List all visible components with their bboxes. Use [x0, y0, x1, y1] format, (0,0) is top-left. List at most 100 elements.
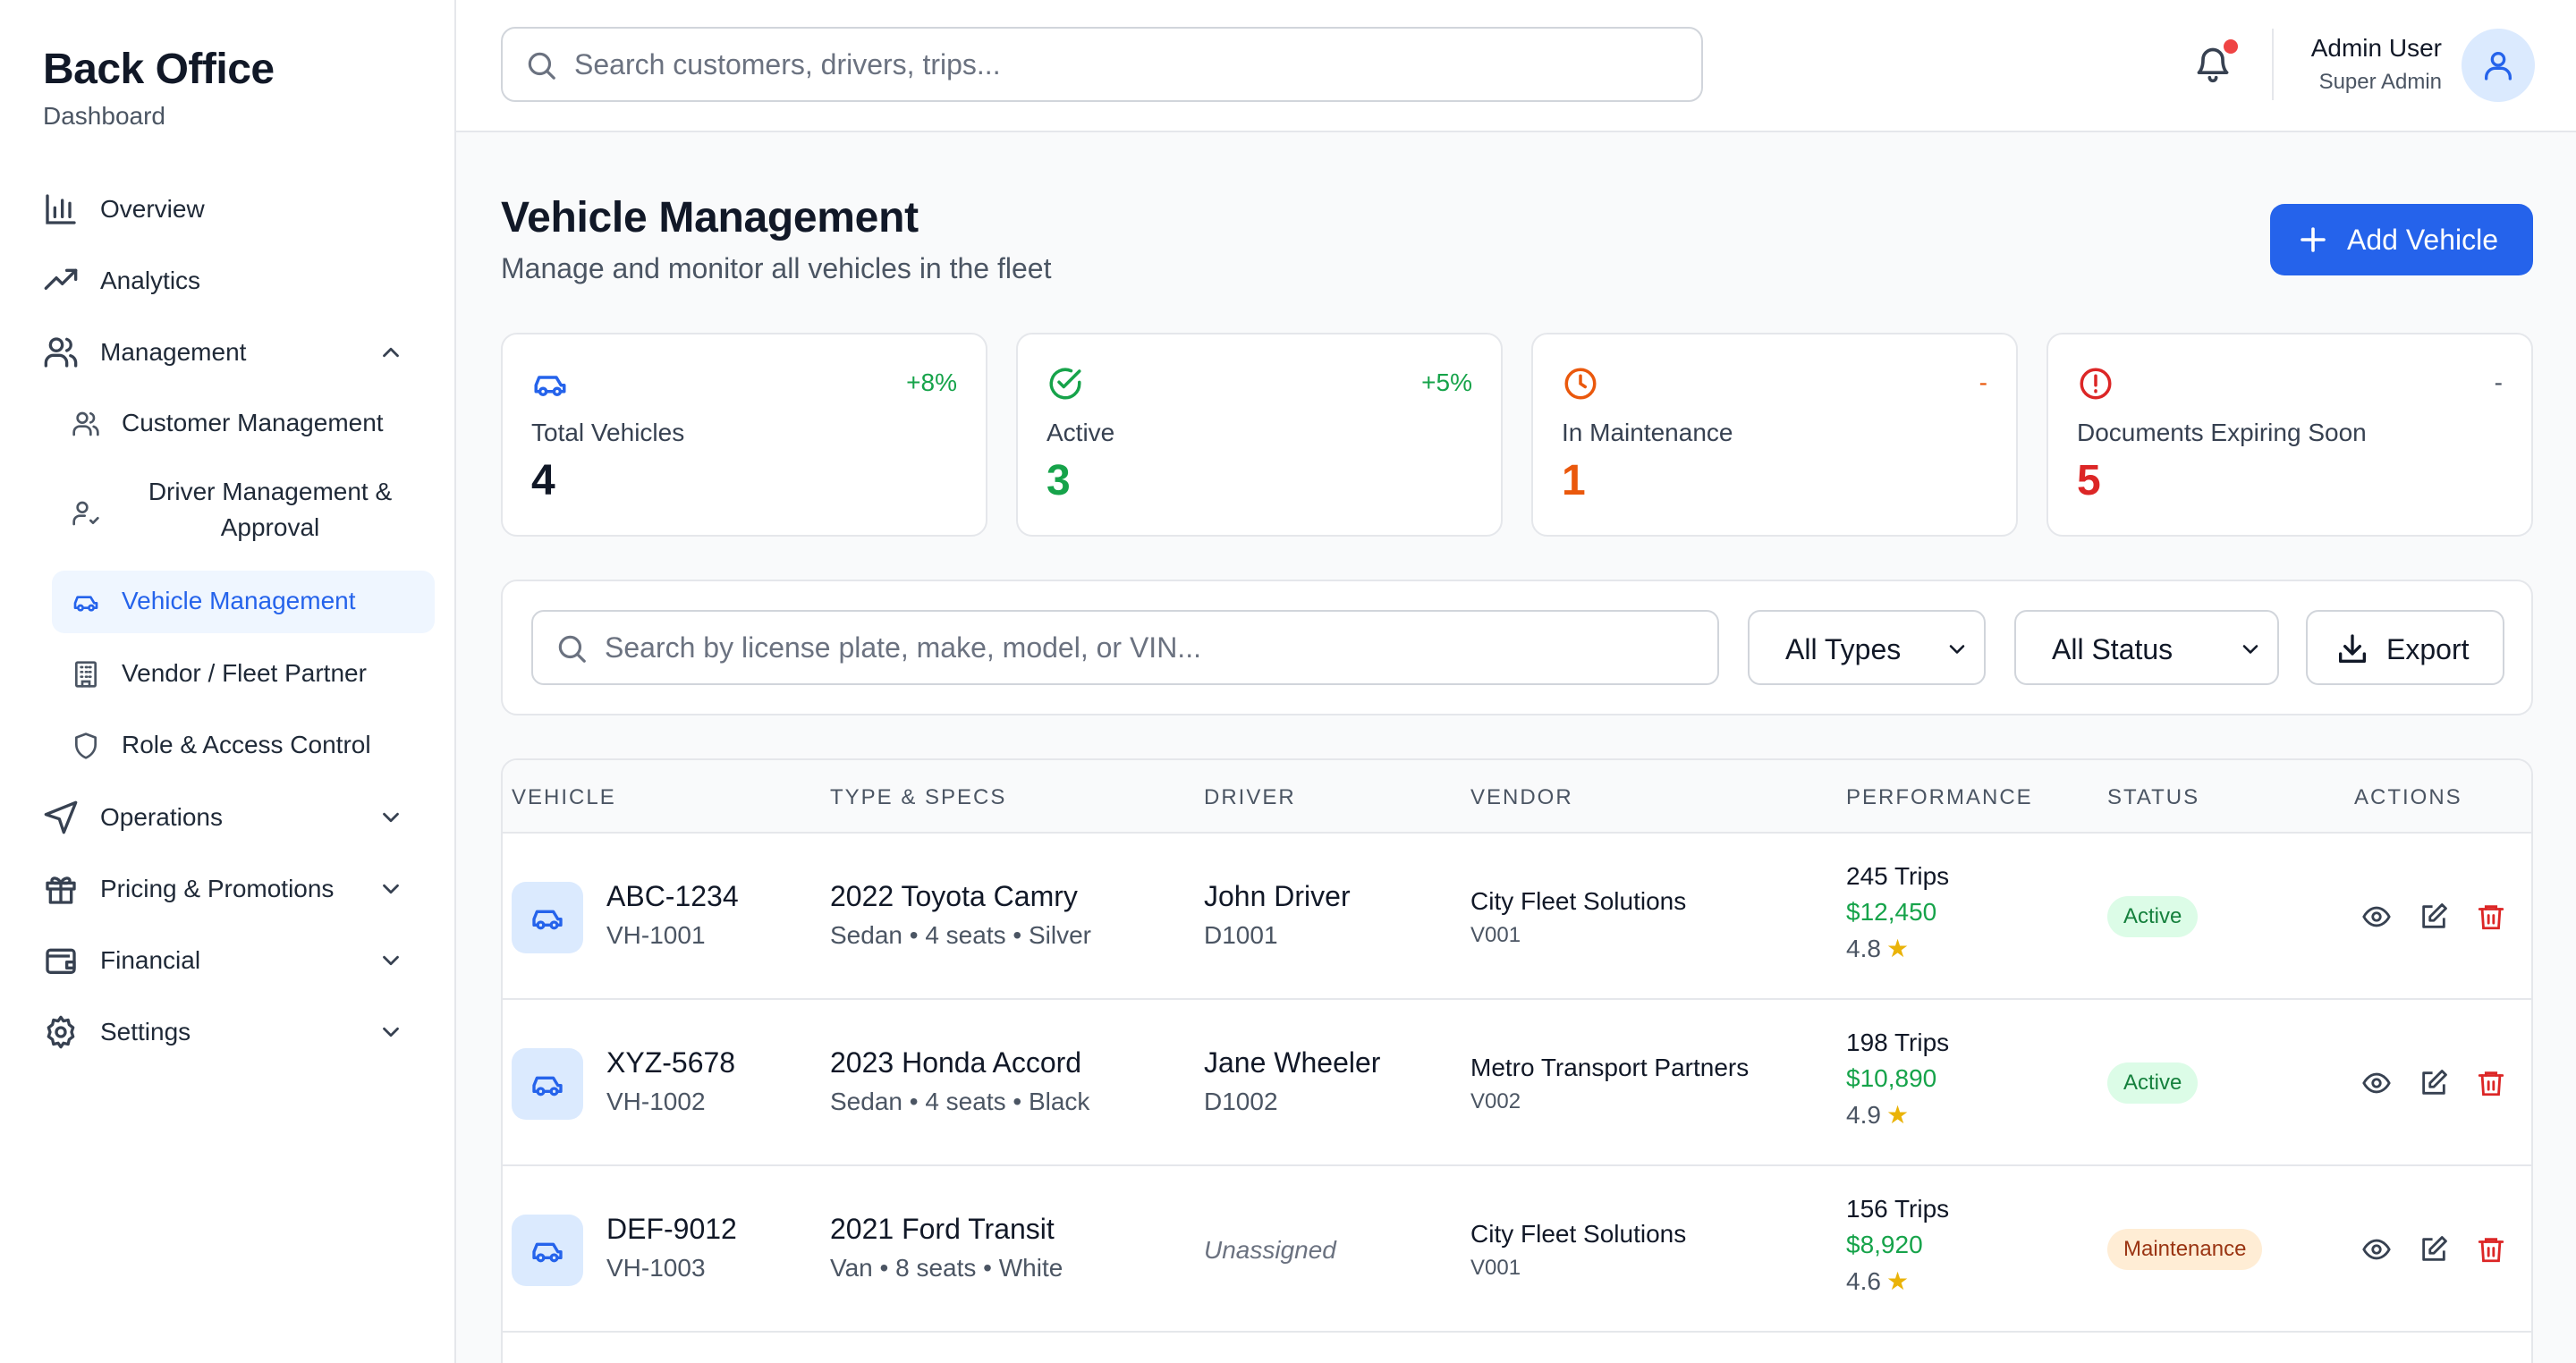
eye-icon[interactable]: [2361, 1234, 2392, 1265]
nav-item-operations[interactable]: Operations: [36, 787, 429, 848]
table-row[interactable]: ABC-1234 VH-1001 2022 Toyota Camry Sedan…: [503, 834, 2531, 1000]
edit-icon[interactable]: [2419, 1068, 2449, 1098]
nav-item-analytics[interactable]: Analytics: [36, 250, 429, 311]
car-icon: [531, 365, 569, 402]
vehicle-model: 2021 Ford Transit: [830, 1213, 1055, 1245]
sidebar-item-driver-management[interactable]: Driver Management & Approval: [52, 465, 435, 562]
global-search[interactable]: [501, 27, 1703, 102]
stat-value: 4: [531, 457, 555, 504]
vendor-name: City Fleet Solutions: [1470, 887, 1687, 915]
status-select[interactable]: All Status: [2014, 610, 2279, 685]
type-select[interactable]: All Types: [1748, 610, 1986, 685]
vehicle-plate: XYZ-5678: [606, 1046, 736, 1079]
sidebar-item-label-line2: Approval: [220, 513, 320, 541]
export-label: Export: [2386, 633, 2470, 665]
top-header: Admin User Super Admin: [456, 0, 2576, 132]
stat-card-total-vehicles: +8% Total Vehicles 4: [501, 333, 987, 537]
nav-item-financial[interactable]: Financial: [36, 930, 429, 991]
nav-item-management[interactable]: Management: [36, 322, 429, 383]
stat-change: +8%: [906, 368, 957, 396]
trash-icon[interactable]: [2476, 1234, 2506, 1265]
user-check-icon: [72, 499, 100, 528]
sidebar-item-vehicle-management[interactable]: Vehicle Management: [52, 571, 435, 633]
chevron-down-icon: [377, 804, 404, 831]
alert-circle-icon: [2077, 365, 2114, 402]
export-button[interactable]: Export: [2306, 610, 2504, 685]
search-icon: [555, 631, 589, 665]
stat-card-active: +5% Active 3: [1016, 333, 1503, 537]
check-circle-icon: [1046, 365, 1084, 402]
global-search-input[interactable]: [574, 41, 1683, 88]
vehicle-id: VH-1002: [606, 1088, 706, 1115]
brand-subtitle: Dashboard: [43, 102, 165, 130]
column-header-driver: DRIVER: [1204, 785, 1296, 809]
star-icon: ★: [1885, 935, 1910, 962]
vendor-name: Metro Transport Partners: [1470, 1054, 1750, 1081]
add-vehicle-button[interactable]: Add Vehicle: [2270, 204, 2533, 275]
column-header-vendor: VENDOR: [1470, 785, 1573, 809]
car-icon: [532, 1242, 563, 1263]
vehicle-search[interactable]: [531, 610, 1719, 685]
stat-label: In Maintenance: [1562, 419, 1733, 446]
table-row[interactable]: DEF-9012 VH-1003 2021 Ford Transit Van •…: [503, 1166, 2531, 1333]
driver-unassigned: Unassigned: [1204, 1236, 1336, 1264]
rating-value: 4.6: [1846, 1267, 1881, 1295]
user-icon: [2485, 51, 2512, 80]
notification-dot: [2224, 39, 2238, 54]
vehicle-table: VEHICLE TYPE & SPECS DRIVER VENDOR PERFO…: [501, 758, 2533, 1363]
trash-icon[interactable]: [2476, 902, 2506, 932]
nav-item-overview[interactable]: Overview: [36, 179, 429, 240]
vendor-id: V001: [1470, 923, 1521, 947]
sidebar-item-label: Vendor / Fleet Partner: [122, 659, 367, 687]
brand-title: Back Office: [43, 46, 275, 93]
stat-label: Documents Expiring Soon: [2077, 419, 2367, 446]
page-subtitle: Manage and monitor all vehicles in the f…: [501, 252, 1052, 284]
stat-change: +5%: [1421, 368, 1472, 396]
eye-icon[interactable]: [2361, 902, 2392, 932]
stat-value: 1: [1562, 457, 1586, 504]
nav-item-pricing-promotions[interactable]: Pricing & Promotions: [36, 859, 429, 919]
edit-icon[interactable]: [2419, 902, 2449, 932]
driver-id: D1001: [1204, 921, 1278, 949]
vehicle-id: VH-1001: [606, 921, 706, 949]
nav-item-label: Overview: [100, 195, 205, 223]
vehicle-specs: Van • 8 seats • White: [830, 1254, 1063, 1282]
stat-label: Total Vehicles: [531, 419, 685, 446]
filter-panel: All Types All Status Export: [501, 580, 2533, 715]
sidebar: Back Office Dashboard Overview Analytics…: [0, 0, 456, 1363]
trash-icon[interactable]: [2476, 1068, 2506, 1098]
vendor-id: V002: [1470, 1089, 1521, 1113]
chevron-down-icon: [377, 947, 404, 974]
table-row[interactable]: XYZ-5678 VH-1002 2023 Honda Accord Sedan…: [503, 1000, 2531, 1166]
rating-value: 4.8: [1846, 935, 1881, 962]
nav-item-settings[interactable]: Settings: [36, 1002, 429, 1062]
driver-name: Jane Wheeler: [1204, 1046, 1381, 1079]
stat-card-in-maintenance: - In Maintenance 1: [1531, 333, 2018, 537]
sidebar-item-role-access-control[interactable]: Role & Access Control: [52, 715, 435, 776]
column-header-performance: PERFORMANCE: [1846, 785, 2033, 809]
performance-trips: 245 Trips: [1846, 862, 1950, 890]
car-icon: [532, 910, 563, 930]
vehicle-plate: ABC-1234: [606, 880, 739, 912]
vehicle-search-input[interactable]: [605, 624, 1696, 671]
status-badge: Maintenance: [2107, 1229, 2263, 1270]
vehicle-model: 2023 Honda Accord: [830, 1046, 1082, 1079]
sidebar-item-label: Customer Management: [122, 409, 384, 436]
sidebar-item-vendor-fleet-partner[interactable]: Vendor / Fleet Partner: [52, 644, 435, 705]
vendor-id: V001: [1470, 1256, 1521, 1280]
performance-rating: 4.6 ★: [1846, 1266, 1909, 1296]
eye-icon[interactable]: [2361, 1068, 2392, 1098]
add-vehicle-label: Add Vehicle: [2347, 224, 2499, 256]
vehicle-specs: Sedan • 4 seats • Silver: [830, 921, 1091, 949]
avatar[interactable]: [2462, 29, 2535, 102]
edit-icon[interactable]: [2419, 1234, 2449, 1265]
plus-icon: [2297, 224, 2329, 256]
vendor-name: City Fleet Solutions: [1470, 1220, 1687, 1248]
notification-bell-icon[interactable]: [2193, 45, 2233, 84]
wallet-icon: [43, 943, 79, 978]
shield-icon: [72, 732, 100, 760]
column-header-vehicle: VEHICLE: [512, 785, 616, 809]
sidebar-item-label: Vehicle Management: [122, 587, 356, 614]
performance-trips: 198 Trips: [1846, 1029, 1950, 1056]
sidebar-item-customer-management[interactable]: Customer Management: [52, 394, 435, 454]
